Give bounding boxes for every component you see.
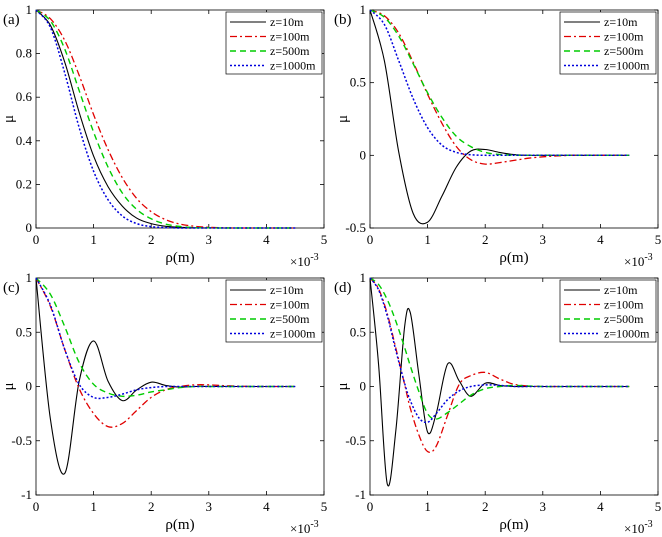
legend-label: z=100m bbox=[604, 298, 644, 312]
x-tick-label: 0 bbox=[33, 232, 40, 247]
series-line-z-500m bbox=[35, 9, 296, 229]
y-tick-label: 0 bbox=[360, 379, 367, 394]
legend-label: z=1000m bbox=[270, 327, 316, 341]
x-tick-label: 3 bbox=[540, 232, 547, 247]
series-line-z-1000m bbox=[369, 9, 630, 157]
y-tick-label: 1 bbox=[26, 2, 33, 17]
x-tick-label: 4 bbox=[597, 232, 604, 247]
x-tick-label: 2 bbox=[148, 232, 155, 247]
x-exponent-power: -3 bbox=[310, 519, 318, 530]
chart-panel-d: 0 1 2 3 4 5-1-0.500.51ρ(m)μ×10-3(d) z=10mz=100… bbox=[334, 270, 661, 536]
x-tick-label: 5 bbox=[321, 499, 328, 514]
legend-label: z=10m bbox=[604, 283, 638, 297]
x-tick-label: 5 bbox=[655, 232, 662, 247]
x-tick-label: 1 bbox=[90, 499, 97, 514]
x-tick-label: 0 bbox=[33, 499, 40, 514]
legend-label: z=100m bbox=[270, 298, 310, 312]
x-tick-label: 4 bbox=[263, 232, 270, 247]
y-tick-label: 1 bbox=[360, 2, 367, 17]
chart-panel-c: 0 1 2 3 4 5-1-0.500.51ρ(m)μ×10-3(c) z=10mz=100… bbox=[1, 270, 327, 536]
chart-panel-a: 0 1 2 3 4 500.20.40.60.81ρ(m)μ×10-3(a) z=10mz=… bbox=[1, 2, 327, 269]
series-line-z-500m bbox=[369, 277, 630, 420]
legend-label: z=500m bbox=[604, 312, 644, 326]
series-line-z-1000m bbox=[369, 277, 630, 424]
y-tick-label: 0 bbox=[360, 147, 367, 162]
x-tick-label: 5 bbox=[655, 499, 662, 514]
x-exponent-label: ×10-3 bbox=[624, 519, 653, 536]
series-line-z-500m bbox=[35, 277, 296, 398]
x-tick-label: 2 bbox=[148, 499, 155, 514]
y-tick-label: 0.5 bbox=[16, 324, 32, 339]
legend-label: z=1000m bbox=[270, 59, 316, 73]
x-exponent-label: ×10-3 bbox=[290, 519, 319, 536]
x-axis-label: ρ(m) bbox=[499, 250, 528, 266]
y-tick-label: 0.4 bbox=[16, 133, 33, 148]
x-axis-label: ρ(m) bbox=[499, 517, 528, 533]
y-tick-label: 0 bbox=[26, 379, 33, 394]
series-line-z-1000m bbox=[35, 277, 296, 400]
y-tick-label: -0.5 bbox=[11, 433, 32, 448]
x-tick-label: 4 bbox=[263, 499, 270, 514]
x-tick-label: 4 bbox=[597, 499, 604, 514]
legend-label: z=500m bbox=[604, 44, 644, 58]
y-axis-label: μ bbox=[1, 115, 17, 123]
chart-panel-b: 0 1 2 3 4 5-0.500.51ρ(m)μ×10-3(b) z=10mz=100mz… bbox=[334, 2, 661, 269]
x-tick-label: 0 bbox=[367, 232, 374, 247]
y-tick-label: 0.8 bbox=[16, 46, 32, 61]
x-tick-label: 5 bbox=[321, 232, 328, 247]
x-axis-label: ρ(m) bbox=[165, 250, 194, 266]
y-tick-label: -0.5 bbox=[345, 220, 366, 235]
x-axis-label: ρ(m) bbox=[165, 517, 194, 533]
legend-label: z=10m bbox=[270, 15, 304, 29]
legend-label: z=10m bbox=[604, 15, 638, 29]
y-tick-label: 0.5 bbox=[350, 324, 366, 339]
series-line-z-1000m bbox=[35, 9, 296, 229]
y-axis-label: μ bbox=[1, 382, 17, 390]
y-tick-label: 0.6 bbox=[16, 89, 33, 104]
y-tick-label: -1 bbox=[355, 487, 366, 502]
y-axis-label: μ bbox=[335, 382, 351, 390]
axes-box bbox=[369, 9, 659, 229]
x-exponent-power: -3 bbox=[644, 252, 652, 263]
x-tick-label: 0 bbox=[367, 499, 374, 514]
x-tick-label: 1 bbox=[424, 232, 431, 247]
y-tick-label: -1 bbox=[21, 487, 32, 502]
x-tick-label: 3 bbox=[206, 232, 213, 247]
legend-label: z=1000m bbox=[604, 327, 650, 341]
x-tick-label: 2 bbox=[482, 499, 489, 514]
y-tick-label: 1 bbox=[360, 270, 367, 285]
x-exponent-label: ×10-3 bbox=[624, 252, 653, 269]
x-tick-label: 3 bbox=[206, 499, 213, 514]
y-axis-label: μ bbox=[335, 115, 351, 123]
x-exponent-label: ×10-3 bbox=[290, 252, 319, 269]
legend-label: z=100m bbox=[270, 30, 310, 44]
axes-box bbox=[35, 9, 325, 229]
panel-tag: (a) bbox=[3, 12, 20, 28]
panel-tag: (c) bbox=[3, 280, 20, 296]
legend-label: z=500m bbox=[270, 312, 310, 326]
panel-tag: (d) bbox=[334, 280, 352, 296]
y-tick-label: 0.5 bbox=[350, 75, 366, 90]
legend-label: z=100m bbox=[604, 30, 644, 44]
y-tick-label: 1 bbox=[26, 270, 33, 285]
x-tick-label: 1 bbox=[424, 499, 431, 514]
panel-tag: (b) bbox=[334, 12, 352, 28]
y-tick-label: -0.5 bbox=[345, 433, 366, 448]
x-exponent-power: -3 bbox=[310, 252, 318, 263]
legend-label: z=500m bbox=[270, 44, 310, 58]
x-exponent-power: -3 bbox=[644, 519, 652, 530]
x-tick-label: 2 bbox=[482, 232, 489, 247]
x-tick-label: 1 bbox=[90, 232, 97, 247]
legend-label: z=10m bbox=[270, 283, 304, 297]
legend-label: z=1000m bbox=[604, 59, 650, 73]
series-line-z-100m bbox=[35, 9, 296, 229]
x-tick-label: 3 bbox=[540, 499, 547, 514]
y-tick-label: 0.2 bbox=[16, 176, 32, 191]
y-tick-label: 0 bbox=[26, 220, 33, 235]
